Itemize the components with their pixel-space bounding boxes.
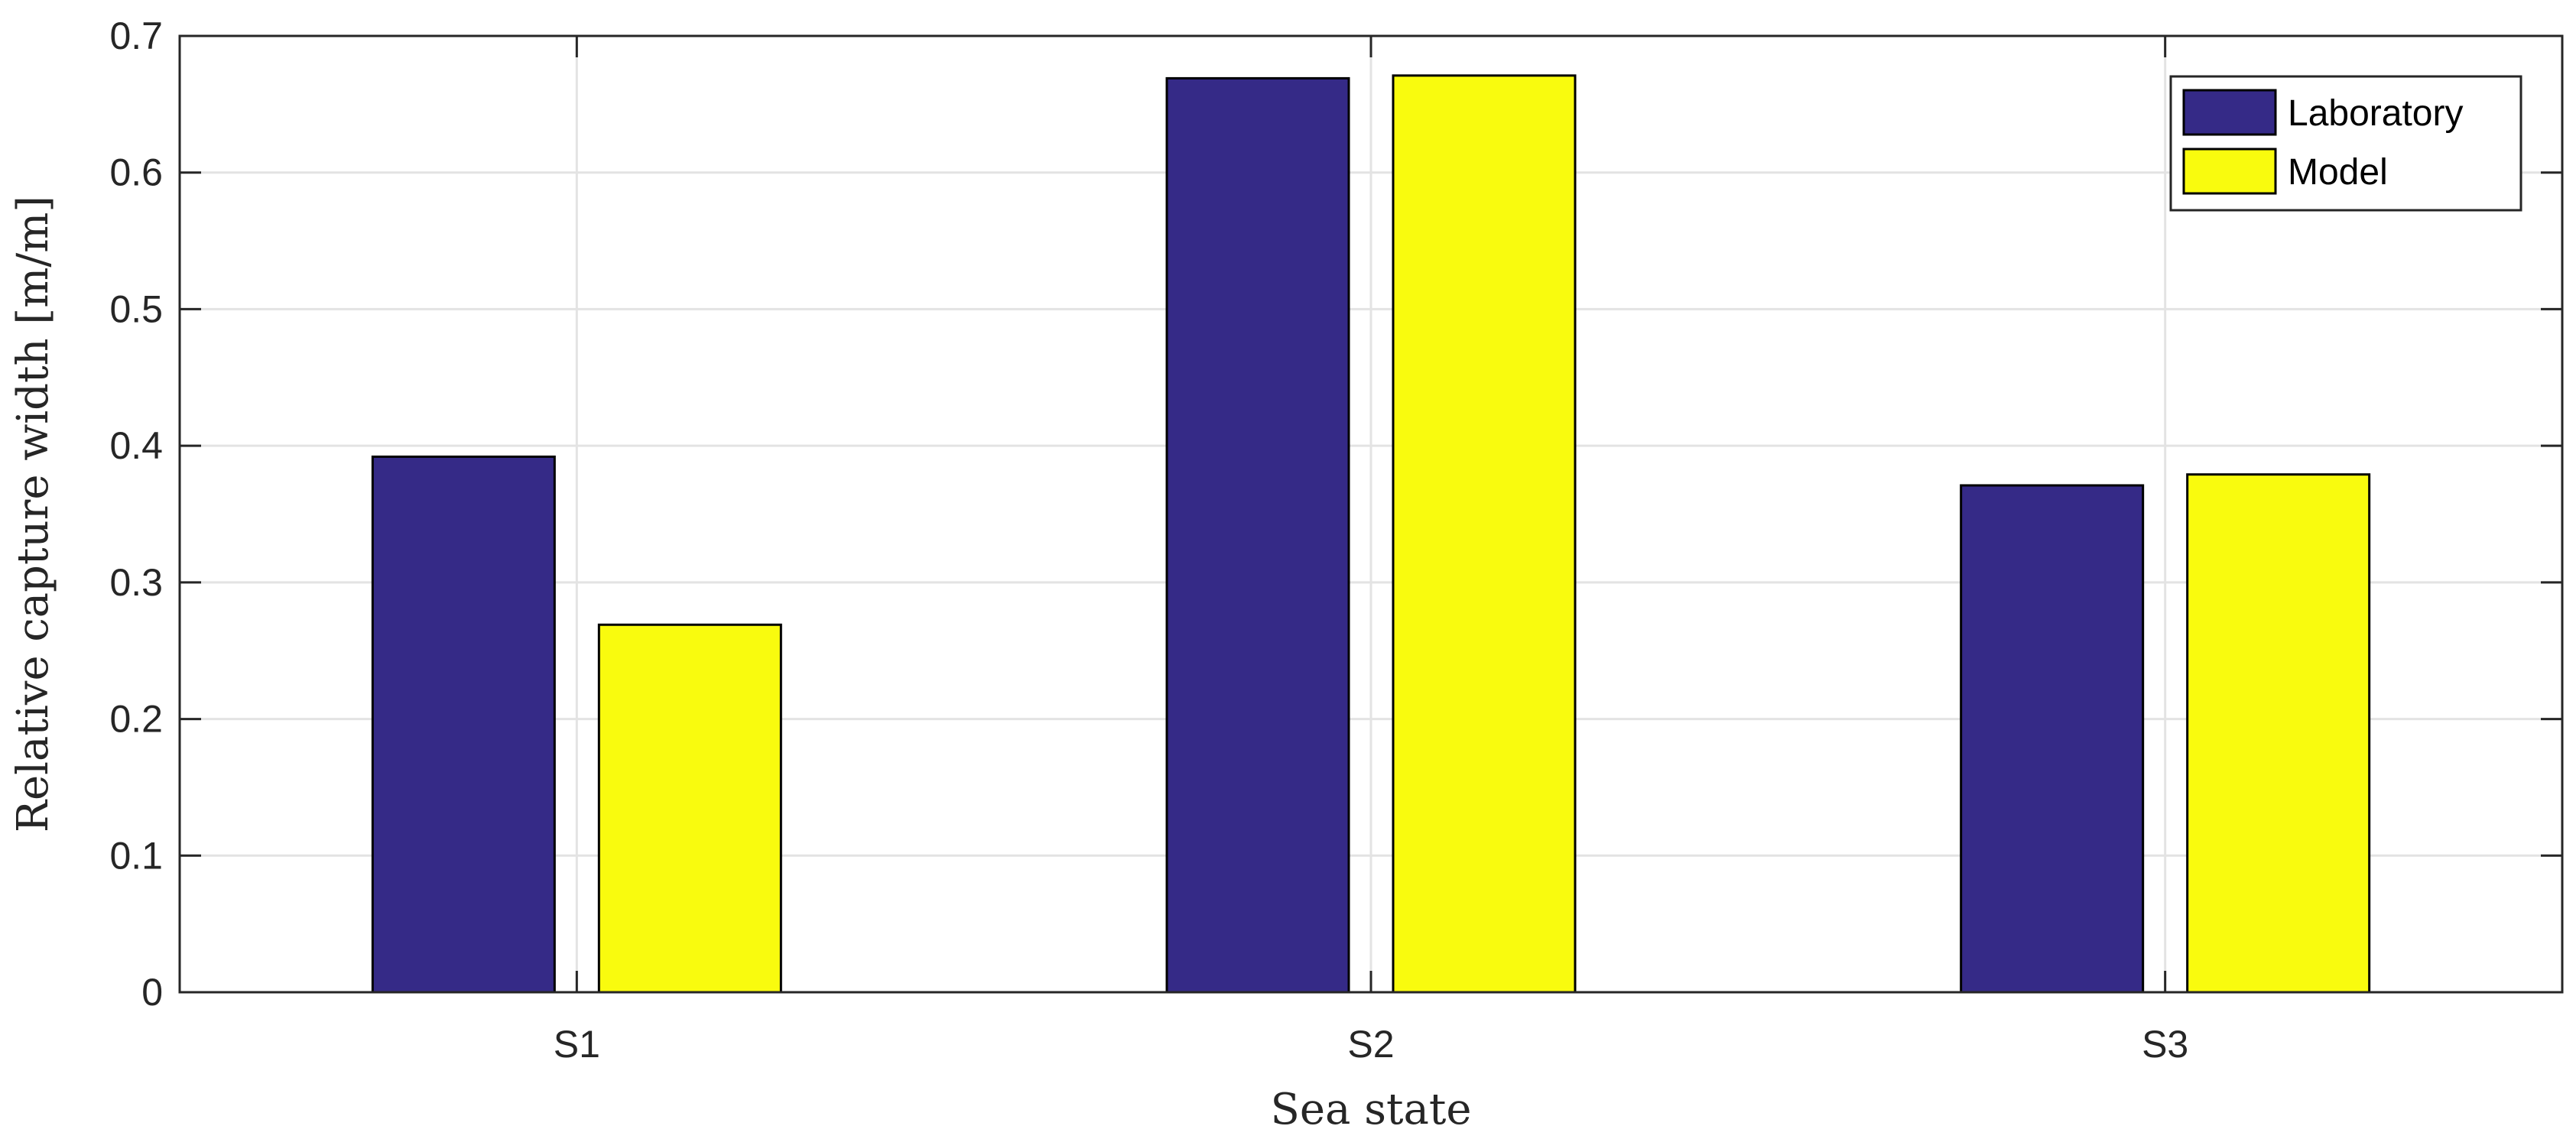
- legend-swatch-laboratory: [2182, 89, 2277, 136]
- x-tick-label: S2: [1347, 1023, 1394, 1066]
- x-tick-label: S3: [2142, 1023, 2188, 1066]
- y-tick-labels: 0 0.1 0.2 0.3 0.4 0.5 0.6 0.7: [109, 15, 163, 1014]
- legend-swatch-model: [2182, 148, 2277, 195]
- y-axis-label: Relative capture width [m/m]: [8, 196, 58, 832]
- x-axis-label: Sea state: [1271, 1085, 1472, 1134]
- bar-model-s3: [2186, 473, 2371, 994]
- bar-model-s2: [1392, 74, 1577, 994]
- y-tick-label: 0: [141, 971, 163, 1014]
- y-tick-label: 0.3: [109, 561, 163, 604]
- legend-label-laboratory: Laboratory: [2288, 93, 2463, 134]
- legend: Laboratory Model: [2169, 75, 2522, 212]
- bar-model-s1: [597, 623, 782, 994]
- y-tick-label: 0.6: [109, 151, 163, 194]
- x-tick-label: S1: [554, 1023, 600, 1066]
- legend-label-model: Model: [2288, 152, 2388, 193]
- ticks: [180, 34, 2562, 994]
- y-tick-label: 0.1: [109, 834, 163, 877]
- y-tick-label: 0.5: [109, 287, 163, 330]
- y-tick-label: 0.4: [109, 424, 163, 467]
- y-tick-label: 0.2: [109, 698, 163, 741]
- y-tick-label: 0.7: [109, 15, 163, 57]
- bar-laboratory-s3: [1960, 484, 2145, 994]
- x-tick-labels: S1 S2 S3: [554, 1023, 2189, 1066]
- bar-laboratory-s1: [371, 455, 556, 994]
- bars: [371, 74, 2371, 994]
- bar-laboratory-s2: [1165, 76, 1350, 994]
